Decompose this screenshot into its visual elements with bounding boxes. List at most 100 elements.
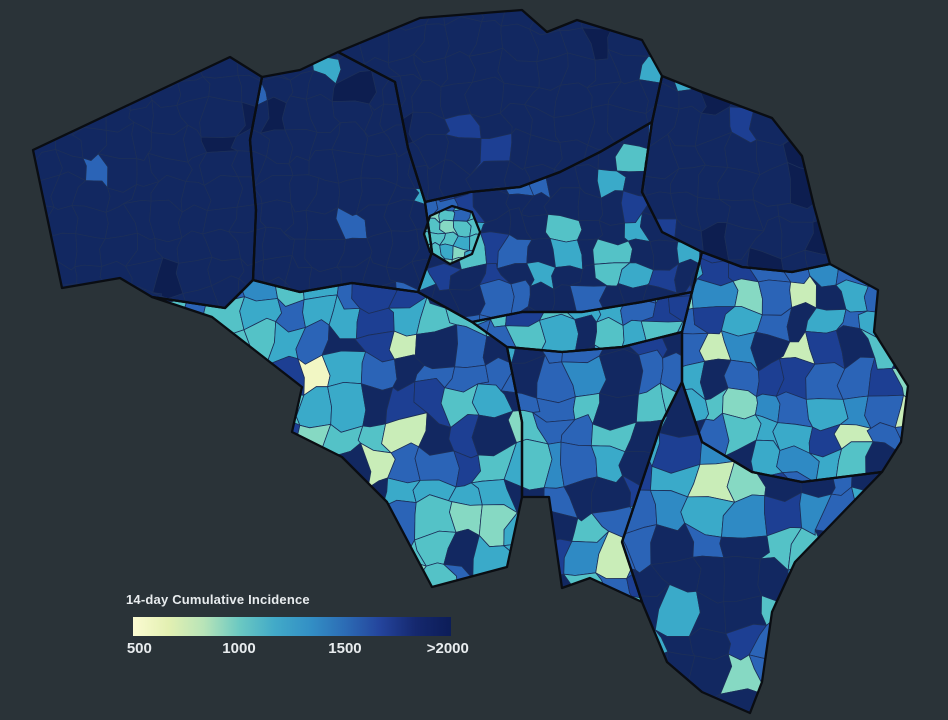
municipality-cell[interactable] [853,656,900,695]
municipality-cell[interactable] [665,30,704,64]
municipality-cell[interactable] [73,28,108,55]
municipality-cell[interactable] [300,470,335,516]
municipality-cell[interactable] [890,465,919,499]
municipality-cell[interactable] [889,219,928,260]
municipality-cell[interactable] [230,447,280,485]
municipality-cell[interactable] [672,0,701,5]
municipality-cell[interactable] [892,311,926,345]
municipality-cell[interactable] [138,456,187,487]
municipality-cell[interactable] [853,625,900,667]
municipality-cell[interactable] [611,0,651,31]
municipality-cell[interactable] [887,656,922,692]
municipality-cell[interactable] [841,217,874,250]
municipality-cell[interactable] [503,438,552,491]
municipality-cell[interactable] [242,511,270,545]
municipality-cell[interactable] [728,247,760,282]
municipality-cell[interactable] [837,30,874,65]
municipality-cell[interactable] [30,24,59,61]
municipality-cell[interactable] [0,203,31,238]
municipality-cell[interactable] [777,76,820,117]
municipality-cell[interactable] [695,20,735,64]
municipality-cell[interactable] [353,539,399,578]
municipality-cell[interactable] [182,349,220,393]
municipality-cell[interactable] [332,500,369,553]
municipality-cell[interactable] [795,711,834,720]
municipality-cell[interactable] [121,415,156,460]
municipality-cell[interactable] [810,169,851,202]
municipality-cell[interactable] [503,565,539,609]
municipality-cell[interactable] [303,0,341,7]
municipality-cell[interactable] [142,535,179,578]
municipality-cell[interactable] [859,222,902,260]
municipality-cell[interactable] [253,23,293,60]
municipality-cell[interactable] [0,20,33,56]
municipality-cell[interactable] [352,500,393,549]
municipality-cell[interactable] [507,409,548,445]
municipality-cell[interactable] [52,53,80,86]
municipality-cell[interactable] [922,272,948,316]
municipality-cell[interactable] [890,489,919,531]
municipality-cell[interactable] [553,0,583,31]
municipality-cell[interactable] [199,96,246,139]
municipality-cell[interactable] [919,440,948,481]
municipality-cell[interactable] [101,285,135,316]
municipality-cell[interactable] [107,44,135,87]
municipality-cell[interactable] [118,450,145,478]
municipality-cell[interactable] [449,0,484,4]
municipality-cell[interactable] [526,0,561,8]
municipality-cell[interactable] [202,412,249,459]
municipality-cell[interactable] [142,500,186,549]
municipality-cell[interactable] [822,592,868,635]
municipality-cell[interactable] [665,0,704,37]
municipality-cell[interactable] [544,636,578,670]
municipality-cell[interactable] [835,57,875,90]
municipality-cell[interactable] [500,0,534,8]
municipality-cell[interactable] [585,631,638,667]
municipality-cell[interactable] [22,99,56,126]
municipality-cell[interactable] [808,132,848,179]
municipality-cell[interactable] [261,474,305,524]
municipality-cell[interactable] [281,23,320,60]
municipality-cell[interactable] [881,584,930,639]
municipality-cell[interactable] [321,350,367,388]
municipality-cell[interactable] [280,23,322,60]
municipality-cell[interactable] [826,622,856,668]
municipality-cell[interactable] [327,381,367,433]
municipality-cell[interactable] [300,500,336,548]
municipality-cell[interactable] [925,501,948,529]
municipality-cell[interactable] [203,531,248,580]
municipality-cell[interactable] [72,305,112,340]
municipality-cell[interactable] [729,15,762,64]
municipality-cell[interactable] [174,384,207,429]
municipality-cell[interactable] [479,278,515,319]
municipality-cell[interactable] [307,0,347,31]
municipality-cell[interactable] [202,390,249,420]
municipality-cell[interactable] [916,363,948,397]
municipality-cell[interactable] [723,555,763,602]
municipality-cell[interactable] [45,283,78,323]
municipality-cell[interactable] [201,25,241,56]
municipality-cell[interactable] [49,79,86,108]
municipality-cell[interactable] [113,535,148,577]
municipality-cell[interactable] [205,353,255,399]
municipality-cell[interactable] [208,447,241,492]
municipality-cell[interactable] [201,25,241,56]
municipality-cell[interactable] [833,100,867,139]
municipality-cell[interactable] [817,553,871,598]
municipality-cell[interactable] [18,280,59,319]
municipality-cell[interactable] [631,631,655,659]
municipality-cell[interactable] [118,470,160,508]
municipality-cell[interactable] [894,330,933,372]
municipality-cell[interactable] [536,593,582,638]
municipality-cell[interactable] [121,386,155,424]
municipality-cell[interactable] [790,689,834,718]
municipality-cell[interactable] [23,51,58,85]
municipality-cell[interactable] [757,279,793,316]
municipality-cell[interactable] [926,414,948,450]
municipality-cell[interactable] [900,250,931,285]
municipality-cell[interactable] [265,531,315,579]
municipality-cell[interactable] [478,599,513,642]
municipality-cell[interactable] [780,249,811,283]
municipality-cell[interactable] [0,51,30,85]
municipality-cell[interactable] [780,30,817,64]
